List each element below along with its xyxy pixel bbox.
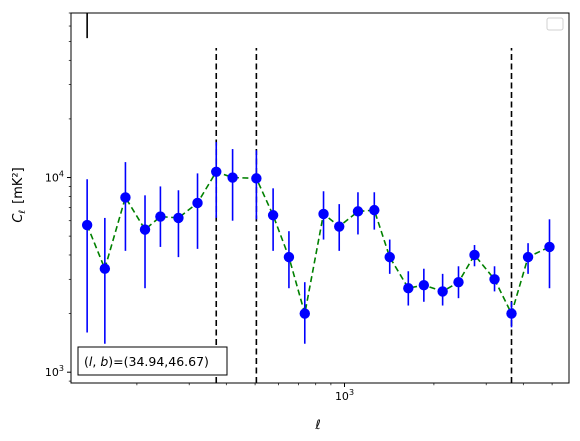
y-tick-label: 104 bbox=[45, 170, 64, 185]
circle-marker bbox=[299, 308, 310, 319]
circle-marker bbox=[155, 211, 166, 222]
circle-marker bbox=[173, 212, 184, 224]
series-lines bbox=[86, 170, 550, 316]
circle-marker bbox=[120, 192, 131, 203]
circle-marker bbox=[469, 249, 480, 261]
circle-marker bbox=[227, 172, 238, 183]
circle-marker bbox=[251, 173, 262, 184]
circle-marker bbox=[267, 210, 279, 221]
legend-box bbox=[546, 17, 564, 31]
error-bars bbox=[86, 13, 551, 344]
circle-marker bbox=[81, 219, 93, 231]
plot-area-border bbox=[70, 12, 570, 384]
y-tick-label: 103 bbox=[45, 364, 64, 379]
circle-marker bbox=[403, 283, 414, 294]
data-markers bbox=[81, 166, 555, 319]
annotation-text: (l, b)=(34.94,46.67) bbox=[84, 354, 209, 369]
annotation-box: (l, b)=(34.94,46.67) bbox=[77, 346, 228, 376]
circle-marker bbox=[384, 251, 395, 263]
series-line-1 bbox=[86, 170, 550, 316]
circle-marker bbox=[139, 224, 151, 235]
circle-marker bbox=[506, 308, 517, 319]
y-axis-label: Cℓ[mK²] bbox=[11, 167, 28, 222]
circle-marker bbox=[99, 263, 111, 274]
circle-marker bbox=[334, 221, 345, 232]
axis-ticks: 103103104105 bbox=[45, 12, 553, 403]
circle-marker bbox=[192, 197, 203, 209]
circle-marker bbox=[544, 241, 555, 253]
plot-frame bbox=[70, 12, 570, 384]
circle-marker bbox=[489, 274, 500, 285]
circle-marker bbox=[369, 204, 380, 216]
circle-marker bbox=[522, 251, 534, 263]
vertical-reference-lines bbox=[215, 48, 513, 383]
circle-marker bbox=[352, 206, 364, 217]
circle-marker bbox=[283, 251, 295, 263]
circle-marker bbox=[437, 286, 448, 297]
circle-marker bbox=[211, 166, 222, 177]
x-tick-label: 103 bbox=[335, 388, 354, 403]
circle-marker bbox=[418, 279, 430, 291]
x-axis-label: ℓ bbox=[314, 418, 320, 433]
circle-marker bbox=[453, 276, 464, 288]
circle-marker bbox=[318, 208, 329, 220]
